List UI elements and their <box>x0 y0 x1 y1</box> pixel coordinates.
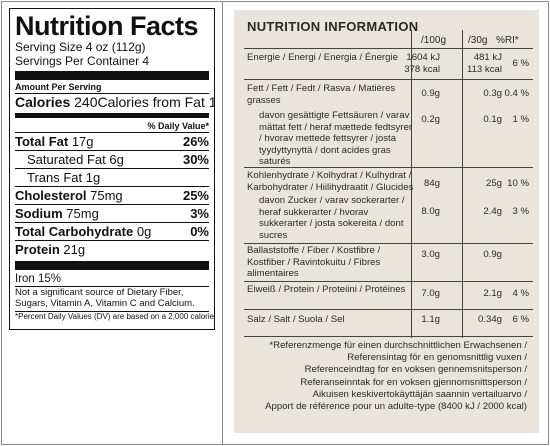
thick-divider <box>15 71 209 80</box>
amount-per-serving: Amount Per Serving <box>15 82 102 92</box>
footnote-line: Aikuisen keskivertokäyttäjän saannin ver… <box>312 388 527 400</box>
us-label-title: Nutrition Facts <box>15 11 199 41</box>
nutrient-row-sodium: Sodium 75mg 3% <box>15 204 209 222</box>
row-rule <box>244 243 533 244</box>
medium-divider <box>15 113 209 118</box>
value-ri: 6 % <box>512 314 529 325</box>
row-label: Ballaststoffe / Fiber / Kostfibre / Kost… <box>247 245 381 279</box>
nutrient-amount: 1g <box>85 170 101 185</box>
value-30g: 481 kJ <box>473 52 502 63</box>
value-30g: 2.4g <box>483 206 502 217</box>
row-rule <box>244 281 533 282</box>
nutrient-amount: 17g <box>71 134 94 149</box>
footnote-line: *Referenzmenge für einen durchschnittlic… <box>269 340 527 351</box>
eu-nutrition-information-label: NUTRITION INFORMATION /100g /30g %RI* En… <box>234 10 539 433</box>
value-100g: 1604 kJ <box>406 52 440 63</box>
nutrient-amount: 6g <box>109 152 124 167</box>
nutrient-pct: 3% <box>190 206 209 221</box>
nutrient-amount: 75mg <box>66 206 99 221</box>
footnote-line: Referensintag för en genomsnittlig vuxen… <box>347 352 527 364</box>
value-30g: 0.34g <box>477 314 502 325</box>
calories-label: Calories <box>15 94 71 110</box>
footnote-line: Referanseinntak for en voksen gjennomsni… <box>300 376 527 388</box>
row-rule <box>244 79 533 80</box>
row-label: Salz / Salt / Suola / Sel <box>247 314 345 325</box>
value-ri: 4 % <box>512 288 529 299</box>
calories-row: Calories 240 Calories from Fat 150 <box>15 94 214 111</box>
footnote-line: Referenceindtag for en voksen gennemsnit… <box>304 364 527 376</box>
value-ri: 0.4 % <box>504 88 529 99</box>
thick-divider <box>15 261 209 270</box>
value-100g: 8.0g <box>421 206 440 217</box>
value-100g: 84g <box>423 178 440 189</box>
nutrient-amount: 0g <box>136 224 152 239</box>
daily-value-footnote: *Percent Daily Values (DV) are based on … <box>15 312 215 321</box>
nutrient-amount: 75mg <box>90 188 123 203</box>
serving-size: Serving Size 4 oz (112g) <box>15 40 146 54</box>
value-ri: 6 % <box>512 58 529 69</box>
nutrient-row-protein: Protein 21g <box>15 240 209 258</box>
row-label: Fett / Fett / Fedt / Rasva / Matières gr… <box>247 83 396 106</box>
nutrient-label: Protein <box>15 242 60 257</box>
header-rule <box>244 48 533 49</box>
nutrient-label: Total Carbohydrate <box>15 224 134 239</box>
nutrient-row-saturated-fat: Saturated Fat 6g 30% <box>15 150 209 168</box>
nutrient-label: Total Fat <box>15 134 69 149</box>
row-label: davon gesättigte Fettsäuren / varav mätt… <box>259 110 413 167</box>
nutrient-pct: 25% <box>182 188 209 203</box>
calories-from-fat: Calories from Fat 150 <box>97 94 215 110</box>
panel-divider <box>222 1 223 444</box>
footnote-line: Apport de référence pour un adulte-type … <box>265 401 527 413</box>
value-30g: 0.3g <box>483 88 502 99</box>
column-divider <box>411 30 412 338</box>
nutrient-amount: 21g <box>63 242 86 257</box>
value-30g-kcal: 113 kcal <box>466 64 502 75</box>
value-ri: 3 % <box>512 206 529 217</box>
nutrient-label: Sodium <box>15 206 63 221</box>
value-100g: 0.9g <box>421 88 440 99</box>
value-100g: 3.0g <box>421 249 440 260</box>
nutrient-row-total-fat: Total Fat 17g 26% <box>15 132 209 150</box>
nutrient-row-total-carbohydrate: Total Carbohydrate 0g 0% <box>15 222 209 240</box>
value-100g-kcal: 378 kcal <box>404 64 440 75</box>
nutrient-pct: 0% <box>190 224 209 239</box>
nutrient-row-cholesterol: Cholesterol 75mg 25% <box>15 186 209 204</box>
value-30g: 2.1g <box>483 288 502 299</box>
nutrient-pct: 30% <box>182 152 209 167</box>
row-rule <box>244 336 533 337</box>
nutrient-label: Saturated Fat <box>27 152 106 167</box>
row-label: davon Zucker / varav sockerarter / heraf… <box>259 195 405 241</box>
row-label: Energie / Energi / Energia / Énergie <box>247 52 398 63</box>
col-header-ri: %RI* <box>496 35 519 46</box>
nutrient-row-trans-fat: Trans Fat 1g <box>15 168 209 186</box>
value-ri: 10 % <box>507 178 529 189</box>
daily-value-header: % Daily Value* <box>147 121 209 131</box>
col-header-100g: /100g <box>421 35 447 46</box>
servings-per-container: Servings Per Container 4 <box>15 54 150 68</box>
calories-value: 240 <box>74 94 98 110</box>
value-ri: 1 % <box>512 114 529 125</box>
col-header-30g: /30g <box>468 35 488 46</box>
row-rule <box>244 167 533 168</box>
value-30g: 25g <box>485 178 502 189</box>
nutrient-label: Cholesterol <box>15 188 87 203</box>
row-label: Kohlenhydrate / Kolhydrat / Kulhydrat / … <box>247 170 414 193</box>
reference-intake-footnote: *Referenzmenge für einen durchschnittlic… <box>265 340 527 413</box>
value-100g: 1.1g <box>421 314 440 325</box>
iron-row: Iron 15% <box>15 273 62 285</box>
nutrient-pct: 26% <box>182 134 209 149</box>
us-nutrition-facts-label: Nutrition Facts Serving Size 4 oz (112g)… <box>9 8 215 330</box>
row-label: Eiweiß / Protein / Proteiini / Protéines <box>247 284 406 295</box>
not-significant-note: Not a significant source of Dietary Fibe… <box>15 287 195 309</box>
eu-label-title: NUTRITION INFORMATION <box>247 19 419 34</box>
value-30g: 0.9g <box>483 249 502 260</box>
column-divider <box>462 30 463 338</box>
value-100g: 7.0g <box>421 288 440 299</box>
value-100g: 0.2g <box>421 114 440 125</box>
nutrient-label: Trans Fat <box>27 170 83 185</box>
row-rule <box>244 309 533 310</box>
value-30g: 0.1g <box>483 114 502 125</box>
